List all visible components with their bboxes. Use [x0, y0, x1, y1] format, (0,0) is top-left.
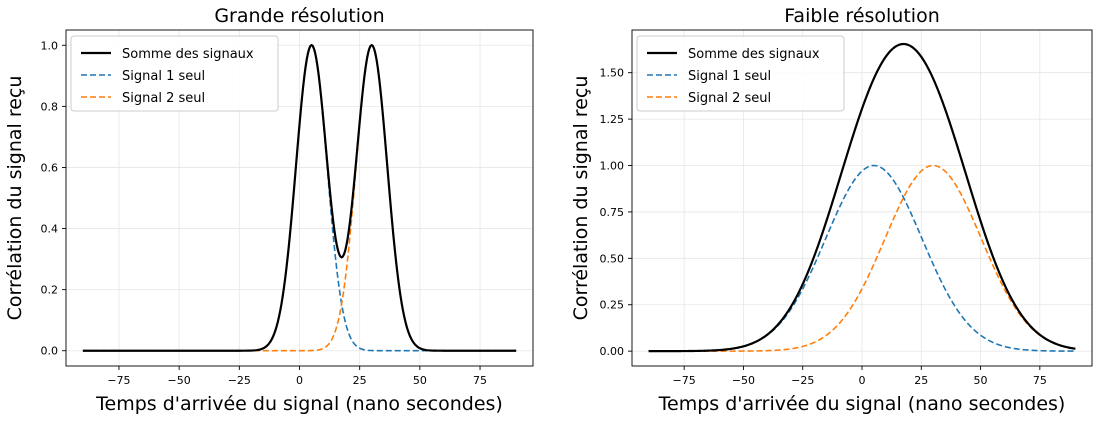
legend-label: Signal 1 seul: [688, 69, 771, 84]
x-tick-label: 75: [473, 374, 487, 387]
series-line-somme-des-signaux: [82, 43, 517, 352]
y-tick-label: 0.4: [41, 223, 59, 236]
y-tick-label: 0.0: [41, 345, 59, 358]
chart-title: Grande résolution: [214, 5, 384, 27]
legend: Somme des signaux Signal 1 seul Signal 2 s…: [636, 35, 845, 112]
legend-label: Signal 1 seul: [122, 69, 205, 84]
y-tick-label: 0.2: [41, 284, 59, 297]
legend-box: [636, 35, 845, 112]
legend: Somme des signaux Signal 1 seul Signal 2 s…: [70, 35, 279, 112]
x-tick-label: 25: [353, 374, 367, 387]
legend-box: [70, 35, 279, 112]
y-axis-label: Corrélation du signal reçu: [4, 76, 26, 321]
plot-left: −75 −50 −25 0 25 50 75 0.0 0.2 0.4 0.6 0.8 1.0 Grande…: [4, 5, 534, 415]
x-tick-label: −50: [168, 374, 191, 387]
x-tick-label: −50: [732, 374, 755, 387]
y-tick-label: 0.6: [41, 161, 59, 174]
x-tick-label: 50: [974, 374, 988, 387]
y-tick-label: 0.75: [600, 206, 625, 219]
x-tick-label: 0: [296, 374, 303, 387]
y-tick-label: 1.25: [600, 113, 625, 126]
legend-label: Somme des signaux: [122, 47, 254, 62]
y-tick-label: 0.50: [600, 252, 625, 265]
x-tick-label: −25: [791, 374, 814, 387]
y-tick-label: 1.50: [600, 67, 625, 80]
x-tick-label: 75: [1033, 374, 1047, 387]
legend-label: Somme des signaux: [688, 47, 820, 62]
y-tick-label: 0.8: [41, 100, 59, 113]
series-line-signal-2-seul: [648, 164, 1076, 352]
y-tick-label: 1.00: [600, 160, 625, 173]
y-axis-label: Corrélation du signal reçu: [570, 76, 592, 321]
y-tick-label: 1.0: [41, 39, 59, 52]
x-tick-label: −25: [228, 374, 251, 387]
x-tick-label: 25: [914, 374, 928, 387]
plot-right: −75 −50 −25 0 25 50 75 0.00 0.25 0.50 0.75 1.00 1.25…: [570, 5, 1093, 415]
legend-label: Signal 2 seul: [688, 91, 771, 106]
chart-title: Faible résolution: [784, 5, 940, 27]
x-tick-label: −75: [107, 374, 130, 387]
x-axis-label: Temps d'arrivée du signal (nano secondes…: [658, 393, 1066, 415]
series-line-somme-des-signaux: [648, 42, 1076, 353]
x-axis-label: Temps d'arrivée du signal (nano secondes…: [95, 393, 503, 415]
x-tick-label: 50: [413, 374, 427, 387]
y-tick-label: 0.25: [600, 299, 625, 312]
legend-label: Signal 2 seul: [122, 91, 205, 106]
x-tick-label: 0: [859, 374, 866, 387]
y-tick-label: 0.00: [600, 345, 625, 358]
x-tick-label: −75: [673, 374, 696, 387]
